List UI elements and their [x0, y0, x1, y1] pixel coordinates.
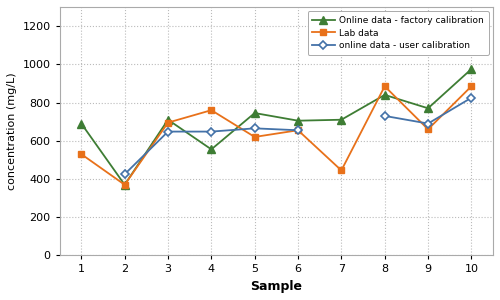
Y-axis label: concentration (mg/L): concentration (mg/L) [7, 72, 17, 190]
Lab data [252, 135, 258, 139]
Lab data [78, 152, 84, 156]
Online data - factory calibration [425, 106, 431, 110]
online data - user calibration [252, 127, 258, 130]
Online data - factory calibration [78, 122, 84, 125]
Online data - factory calibration [295, 119, 301, 122]
online data - user calibration [295, 128, 301, 132]
online data - user calibration [382, 114, 388, 118]
Online data - factory calibration [468, 67, 474, 71]
Lab data [165, 121, 171, 124]
Online data - factory calibration [165, 118, 171, 122]
Line: online data - user calibration: online data - user calibration [122, 95, 474, 177]
Lab data [295, 128, 301, 132]
online data - user calibration [165, 130, 171, 134]
Line: Lab data: Lab data [78, 83, 475, 188]
Online data - factory calibration [208, 148, 214, 151]
online data - user calibration [468, 96, 474, 100]
online data - user calibration [122, 172, 128, 176]
Lab data [382, 85, 388, 88]
Lab data [338, 169, 344, 172]
Line: Online data - factory calibration: Online data - factory calibration [77, 65, 475, 189]
online data - user calibration [425, 122, 431, 125]
X-axis label: Sample: Sample [250, 280, 302, 293]
Online data - factory calibration [338, 118, 344, 122]
Lab data [208, 108, 214, 112]
Legend: Online data - factory calibration, Lab data, online data - user calibration: Online data - factory calibration, Lab d… [308, 11, 488, 55]
Online data - factory calibration [382, 93, 388, 97]
Online data - factory calibration [252, 111, 258, 115]
Lab data [468, 85, 474, 88]
Lab data [122, 183, 128, 187]
Lab data [425, 128, 431, 131]
Online data - factory calibration [122, 183, 128, 187]
online data - user calibration [208, 130, 214, 134]
